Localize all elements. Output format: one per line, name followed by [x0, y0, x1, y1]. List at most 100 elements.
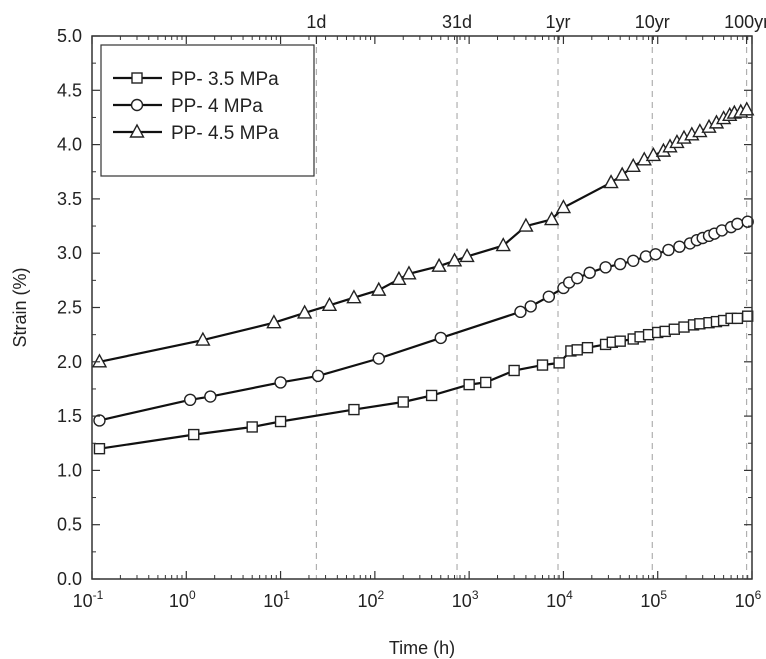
data-point: [603, 174, 619, 189]
data-point: [91, 353, 108, 368]
data-point: [571, 344, 583, 356]
x-tick-exponent: -1: [93, 588, 104, 602]
data-point: [555, 199, 572, 214]
y-tick-label: 3.5: [57, 189, 82, 209]
x-tick-base: 10: [735, 591, 755, 611]
x-axis: 10-1 100 101 102 103 104 105 106: [73, 36, 762, 611]
data-point: [649, 248, 662, 261]
data-point: [195, 331, 211, 346]
legend-marker: [131, 72, 143, 84]
data-point: [741, 310, 754, 322]
x-axis-title: Time (h): [389, 638, 455, 658]
data-point: [614, 166, 630, 181]
data-point: [266, 314, 282, 329]
data-point: [274, 415, 287, 428]
data-point: [311, 369, 325, 383]
x-tick-label: 105: [640, 588, 667, 611]
data-point: [571, 271, 584, 285]
data-point: [346, 289, 362, 304]
data-point: [668, 323, 681, 335]
y-tick-label: 4.5: [57, 80, 82, 100]
data-point: [371, 281, 387, 296]
x-tick-exponent: 1: [283, 588, 290, 602]
x-tick-base: 10: [546, 591, 566, 611]
data-point: [645, 146, 662, 162]
data-point: [434, 331, 447, 345]
legend: PP- 3.5 MPa PP- 4 MPa PP- 4.5 MPa: [100, 44, 315, 177]
top-tick-label: 100yr: [724, 12, 766, 32]
data-point: [553, 357, 565, 369]
x-tick-exponent: 6: [755, 588, 762, 602]
y-tick-label: 5.0: [57, 26, 82, 46]
data-point: [673, 240, 686, 253]
x-tick-label: 102: [357, 588, 384, 611]
data-point: [495, 237, 511, 252]
legend-label: PP- 4 MPa: [171, 96, 263, 117]
x-tick-base: 10: [357, 591, 377, 611]
data-point: [741, 215, 754, 228]
data-point: [321, 296, 338, 312]
top-time-axis: 1d 31d 1yr 10yr 100yr: [306, 12, 766, 44]
x-tick-exponent: 2: [378, 588, 385, 602]
x-tick-exponent: 4: [566, 588, 573, 602]
data-point: [425, 389, 438, 402]
data-point: [372, 352, 385, 365]
data-point: [204, 390, 217, 403]
legend-label: PP- 4.5 MPa: [171, 123, 279, 144]
data-point: [731, 312, 744, 325]
x-tick-exponent: 5: [660, 588, 667, 602]
data-point: [183, 393, 197, 407]
data-point: [274, 376, 287, 389]
data-point: [543, 211, 560, 226]
data-point: [480, 376, 492, 389]
x-tick-label: 103: [452, 588, 479, 611]
x-tick-exponent: 3: [472, 588, 479, 602]
y-tick-label: 2.5: [57, 298, 82, 318]
data-point: [542, 290, 556, 303]
data-point: [446, 252, 463, 267]
data-point: [348, 403, 360, 416]
x-tick-base: 10: [640, 591, 660, 611]
series-2: [93, 215, 754, 427]
x-tick-label: 10-1: [73, 588, 104, 611]
data-point: [678, 321, 690, 333]
data-point: [508, 364, 520, 377]
data-point: [625, 157, 641, 173]
data-point: [739, 101, 755, 116]
data-point: [514, 305, 527, 319]
x-tick-base: 10: [263, 591, 283, 611]
data-point: [296, 304, 313, 319]
y-tick-label: 4.0: [57, 135, 82, 155]
legend-marker: [129, 123, 145, 138]
data-point: [518, 217, 534, 232]
x-tick-base: 10: [452, 591, 472, 611]
legend-item: PP- 3.5 MPa: [113, 69, 279, 90]
legend-item: PP- 4.5 MPa: [113, 123, 279, 144]
data-point: [583, 266, 596, 279]
x-tick-base: 10: [169, 591, 189, 611]
x-tick-label: 101: [263, 588, 290, 611]
y-tick-label: 0.5: [57, 515, 82, 535]
x-tick-base: 10: [73, 591, 93, 611]
data-point: [463, 378, 475, 391]
data-point: [599, 261, 612, 274]
data-point: [401, 265, 417, 280]
top-tick-label: 1d: [306, 12, 326, 32]
y-axis-title: Strain (%): [10, 267, 30, 347]
data-point: [524, 300, 537, 313]
data-point: [613, 257, 627, 271]
data-point: [662, 243, 675, 257]
time-guide-lines: [315, 36, 748, 579]
series-1: [93, 310, 754, 455]
top-tick-label: 31d: [442, 12, 472, 32]
data-point: [536, 359, 549, 371]
y-tick-label: 2.0: [57, 352, 82, 372]
top-tick-label: 1yr: [545, 12, 570, 32]
y-tick-label: 3.0: [57, 243, 82, 263]
series-layer: [91, 101, 755, 455]
y-tick-label: 1.5: [57, 406, 82, 426]
data-point: [627, 254, 640, 268]
data-point: [581, 341, 594, 354]
x-tick-label: 104: [546, 588, 573, 611]
